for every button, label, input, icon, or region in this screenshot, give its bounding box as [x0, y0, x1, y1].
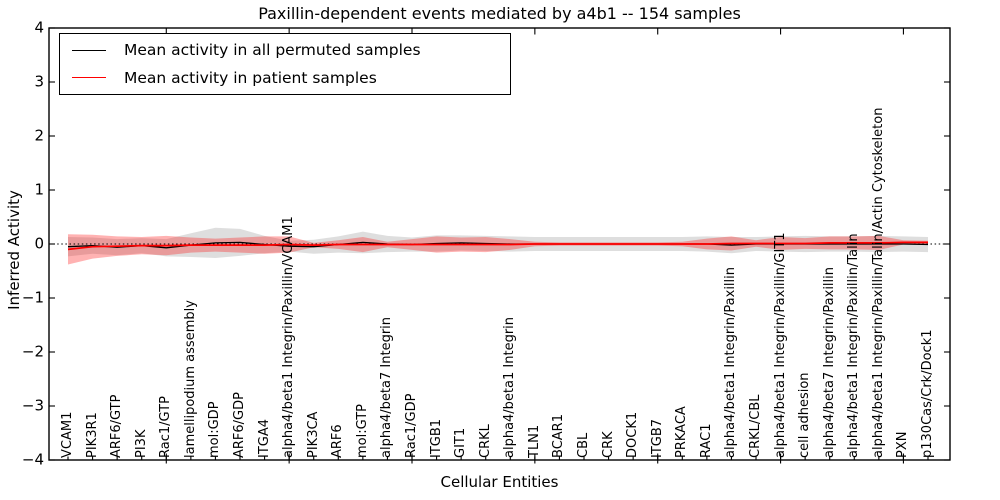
y-tick-label: 1	[34, 180, 44, 199]
y-tick-label: 4	[34, 18, 44, 37]
legend-line-sample	[72, 77, 106, 79]
y-tick-label: −1	[21, 288, 44, 307]
patient-band	[68, 234, 928, 265]
legend-label: Mean activity in patient samples	[124, 68, 377, 87]
patient-mean-line	[67, 241, 928, 251]
y-tick-label: 2	[34, 126, 44, 145]
y-tick-label: −4	[21, 450, 44, 469]
y-tick-label: −3	[21, 396, 44, 415]
legend-entry-permuted: Mean activity in all permuted samples	[60, 37, 510, 63]
legend: Mean activity in all permuted samples Me…	[59, 33, 511, 95]
y-tick-label: 3	[34, 72, 44, 91]
legend-entry-patient: Mean activity in patient samples	[60, 65, 510, 91]
legend-label: Mean activity in all permuted samples	[124, 41, 421, 60]
permuted-band	[68, 227, 928, 258]
chart-title: Paxillin-dependent events mediated by a4…	[258, 4, 741, 23]
y-tick-label: 0	[34, 234, 44, 253]
x-axis-title: Cellular Entities	[440, 473, 559, 491]
legend-line-sample	[72, 49, 106, 51]
y-tick-label: −2	[21, 342, 44, 361]
